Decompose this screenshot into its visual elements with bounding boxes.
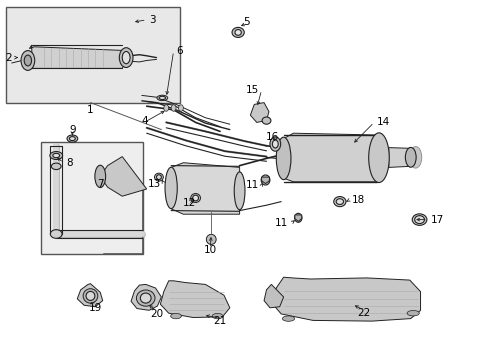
Polygon shape bbox=[100, 157, 146, 196]
Ellipse shape bbox=[333, 197, 346, 207]
Ellipse shape bbox=[171, 105, 176, 111]
Ellipse shape bbox=[156, 175, 161, 180]
Ellipse shape bbox=[272, 140, 278, 148]
Ellipse shape bbox=[261, 175, 269, 185]
Ellipse shape bbox=[178, 105, 183, 111]
Bar bbox=[6, 7, 180, 103]
Ellipse shape bbox=[50, 152, 62, 159]
Text: 16: 16 bbox=[265, 132, 279, 142]
Ellipse shape bbox=[119, 48, 133, 68]
Ellipse shape bbox=[24, 55, 31, 66]
Ellipse shape bbox=[136, 290, 155, 306]
Ellipse shape bbox=[157, 95, 167, 100]
Text: 22: 22 bbox=[357, 308, 370, 318]
Ellipse shape bbox=[86, 292, 95, 300]
Polygon shape bbox=[264, 284, 283, 308]
Polygon shape bbox=[77, 284, 102, 307]
Ellipse shape bbox=[163, 105, 168, 111]
Text: 12: 12 bbox=[183, 198, 196, 208]
Ellipse shape bbox=[231, 27, 244, 37]
Text: 1: 1 bbox=[87, 105, 94, 115]
Text: 5: 5 bbox=[243, 17, 250, 27]
Text: 14: 14 bbox=[376, 117, 389, 127]
Text: 8: 8 bbox=[66, 158, 73, 168]
Ellipse shape bbox=[140, 293, 151, 303]
Text: 2: 2 bbox=[5, 53, 12, 63]
Text: 7: 7 bbox=[97, 179, 103, 189]
Bar bbox=[41, 142, 143, 254]
Ellipse shape bbox=[368, 133, 388, 183]
Text: 4: 4 bbox=[141, 116, 147, 126]
Text: 3: 3 bbox=[149, 15, 156, 25]
Ellipse shape bbox=[154, 173, 163, 181]
Polygon shape bbox=[294, 215, 301, 221]
Ellipse shape bbox=[336, 199, 343, 204]
Polygon shape bbox=[29, 45, 127, 68]
Text: 17: 17 bbox=[429, 215, 443, 225]
Ellipse shape bbox=[122, 51, 130, 64]
Ellipse shape bbox=[235, 30, 241, 35]
Ellipse shape bbox=[164, 167, 177, 209]
Ellipse shape bbox=[408, 147, 421, 168]
Polygon shape bbox=[250, 103, 268, 122]
Ellipse shape bbox=[294, 213, 302, 222]
Ellipse shape bbox=[51, 163, 61, 170]
Text: 18: 18 bbox=[351, 195, 365, 205]
Ellipse shape bbox=[411, 214, 426, 225]
Polygon shape bbox=[160, 281, 229, 318]
Ellipse shape bbox=[234, 172, 244, 210]
Polygon shape bbox=[388, 148, 410, 167]
Ellipse shape bbox=[414, 216, 424, 224]
Ellipse shape bbox=[50, 230, 62, 238]
Polygon shape bbox=[283, 133, 383, 182]
Polygon shape bbox=[171, 163, 239, 214]
Ellipse shape bbox=[190, 194, 200, 202]
Ellipse shape bbox=[95, 165, 105, 188]
Ellipse shape bbox=[159, 96, 165, 100]
Text: 9: 9 bbox=[69, 125, 76, 135]
Polygon shape bbox=[261, 177, 269, 184]
Ellipse shape bbox=[21, 51, 35, 71]
Ellipse shape bbox=[276, 137, 290, 180]
Ellipse shape bbox=[206, 234, 216, 244]
Text: 10: 10 bbox=[203, 245, 216, 255]
Text: 11: 11 bbox=[245, 180, 259, 190]
Text: 6: 6 bbox=[176, 46, 183, 56]
Text: 21: 21 bbox=[213, 316, 226, 326]
Ellipse shape bbox=[192, 195, 198, 201]
Ellipse shape bbox=[53, 153, 60, 158]
Ellipse shape bbox=[69, 136, 75, 140]
Ellipse shape bbox=[67, 135, 78, 142]
Ellipse shape bbox=[406, 310, 418, 316]
Text: 20: 20 bbox=[150, 309, 163, 319]
Ellipse shape bbox=[282, 316, 294, 321]
Ellipse shape bbox=[83, 289, 98, 303]
Text: 11: 11 bbox=[275, 218, 288, 228]
Polygon shape bbox=[271, 277, 420, 321]
Ellipse shape bbox=[269, 137, 280, 151]
Ellipse shape bbox=[212, 313, 223, 319]
Ellipse shape bbox=[405, 148, 415, 167]
Text: 19: 19 bbox=[88, 303, 102, 313]
Text: 15: 15 bbox=[245, 85, 259, 95]
Polygon shape bbox=[131, 284, 161, 310]
Ellipse shape bbox=[170, 313, 181, 319]
Ellipse shape bbox=[262, 117, 270, 124]
Text: 13: 13 bbox=[148, 179, 161, 189]
